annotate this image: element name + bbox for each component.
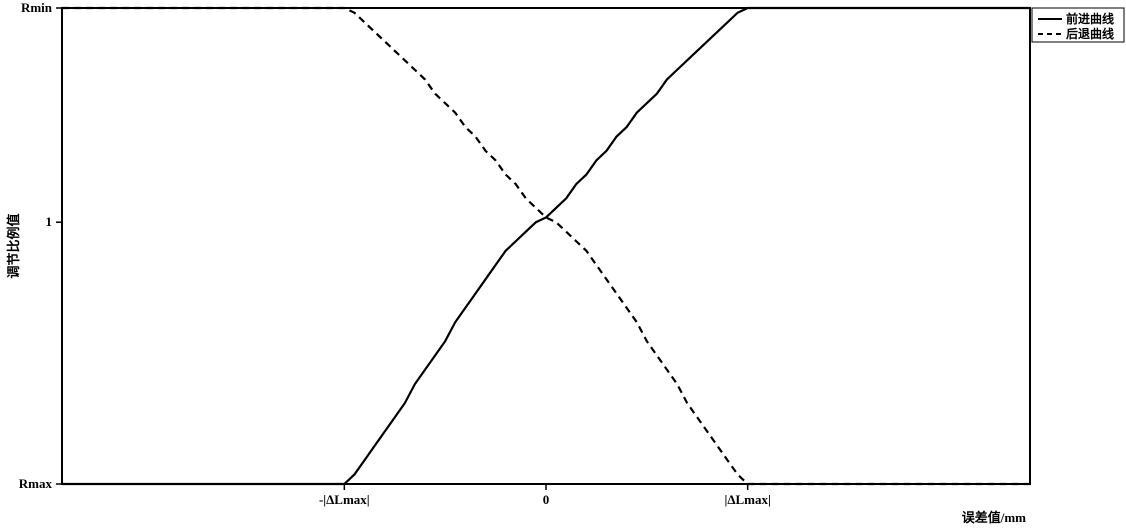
series-forward xyxy=(62,8,1030,484)
x-tick-label: -|ΔLmax| xyxy=(319,492,370,507)
y-axis-label: 调节比例值 xyxy=(6,213,21,278)
series-group xyxy=(62,8,1030,484)
series-backward xyxy=(62,8,1030,484)
x-ticks: -|ΔLmax| 0 |ΔLmax| xyxy=(319,484,771,507)
y-tick-label: Rmax xyxy=(19,476,53,491)
y-tick-label: 1 xyxy=(46,214,53,229)
y-tick-label: Rmin xyxy=(21,0,53,15)
x-axis-label: 误差值/mm xyxy=(962,510,1026,525)
y-ticks: Rmax 1 Rmin xyxy=(19,0,62,491)
x-tick-label: 0 xyxy=(543,492,550,507)
legend-label: 前进曲线 xyxy=(1066,11,1114,26)
x-tick-label: |ΔLmax| xyxy=(724,492,770,507)
chart-svg: -|ΔLmax|0|ΔLmax| Rmax1Rmin 误差值/mm 调节比例值 … xyxy=(0,0,1126,529)
plot-border xyxy=(62,8,1030,484)
legend: 前进曲线后退曲线 xyxy=(1032,8,1124,42)
chart-container: -|ΔLmax|0|ΔLmax| Rmax1Rmin 误差值/mm 调节比例值 … xyxy=(0,0,1126,529)
legend-label: 后退曲线 xyxy=(1066,26,1114,41)
